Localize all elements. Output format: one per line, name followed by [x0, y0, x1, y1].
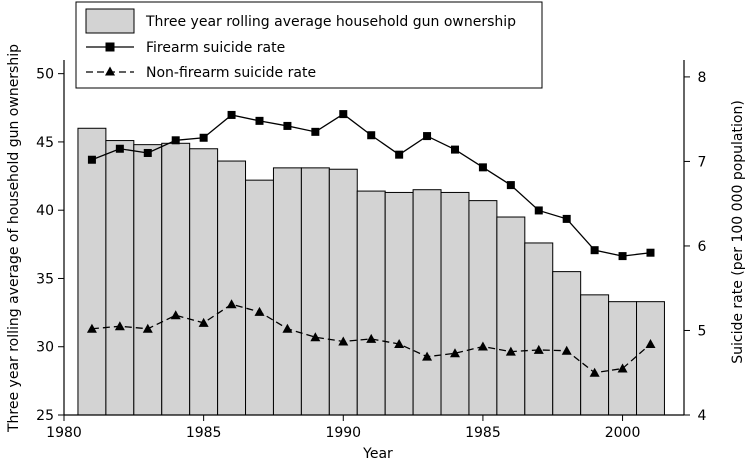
bar: [356, 190, 386, 416]
y-tick-label-left: 45: [36, 135, 54, 151]
bar: [468, 200, 498, 416]
firearm-point: [590, 246, 599, 255]
y-tick-label-left: 50: [36, 67, 54, 83]
nonfirearm-point: [645, 339, 656, 348]
firearm-point: [255, 116, 264, 125]
legend: Three year rolling average household gun…: [75, 1, 543, 89]
nonfirearm-point: [394, 339, 405, 348]
bar: [189, 148, 219, 416]
legend-bar-swatch: [85, 8, 135, 34]
firearm-point: [534, 206, 543, 215]
firearm-point: [367, 131, 376, 140]
firearm-point: [339, 110, 348, 119]
legend-box: [75, 1, 543, 89]
firearm-point: [506, 181, 515, 190]
bar: [384, 191, 414, 416]
bar: [636, 301, 665, 416]
x-tick-label: 1990: [325, 425, 361, 441]
nonfirearm-point: [254, 306, 265, 316]
nonfirearm-point: [86, 323, 97, 333]
firearm-point: [171, 136, 180, 145]
nonfirearm-point: [561, 345, 572, 355]
y-tick-label-left: 40: [36, 203, 54, 219]
x-tick-label: 1985: [465, 425, 501, 441]
axes-layer: [63, 60, 685, 416]
bar: [105, 140, 135, 416]
nonfirearm-point: [617, 363, 628, 373]
nonfirearm-point: [589, 367, 600, 377]
firearm-point: [115, 144, 124, 153]
y-tick-label-right: 6: [698, 239, 707, 255]
firearm-point: [423, 132, 432, 141]
bar: [412, 189, 442, 416]
nonfirearm-point: [142, 323, 153, 333]
nonfirearm-point: [477, 341, 488, 351]
nonfirearm-point: [114, 321, 125, 331]
legend-label-bars: Three year rolling average household gun…: [145, 14, 516, 30]
bars-layer: [77, 127, 665, 416]
x-axis-title: Year: [362, 446, 393, 462]
bar: [440, 191, 470, 416]
firearm-point: [562, 214, 571, 223]
nonfirearm-point: [282, 323, 293, 333]
nonfirearm-point: [198, 317, 209, 327]
nonfirearm-point: [533, 344, 544, 354]
bar: [328, 168, 358, 416]
y-tick-label-left: 25: [36, 408, 54, 424]
firearm-point: [618, 252, 627, 261]
y-tick-label-right: 4: [698, 408, 707, 424]
y-tick-label-right: 5: [698, 323, 707, 339]
nonfirearm-point: [310, 332, 321, 342]
bar: [608, 301, 638, 416]
y-tick-label-left: 35: [36, 271, 54, 287]
firearm-point: [450, 145, 459, 154]
bar: [580, 294, 610, 416]
bar: [524, 242, 554, 416]
firearm-point: [646, 248, 655, 257]
bar: [133, 144, 163, 416]
firearm-point: [143, 148, 152, 157]
y-axis-title-right: Suicide rate (per 100 000 population): [730, 100, 746, 364]
firearm-point: [227, 110, 236, 119]
bar: [161, 142, 191, 416]
bar: [245, 179, 274, 416]
x-tick-label: 1985: [186, 425, 222, 441]
legend-firearm-marker: [105, 42, 115, 52]
bar: [496, 216, 526, 416]
nonfirearm-point: [422, 351, 433, 361]
firearm-point: [199, 133, 208, 142]
bar: [77, 127, 107, 416]
nonfirearm-point: [449, 348, 460, 358]
nonfirearm-series-line: [91, 303, 651, 374]
firearm-point: [87, 155, 96, 164]
bar: [272, 167, 302, 416]
x-tick-label: 1980: [46, 425, 82, 441]
y-tick-label-left: 30: [36, 340, 54, 356]
nonfirearm-point: [338, 336, 349, 346]
nonfirearm-point: [170, 310, 181, 320]
bar: [300, 167, 330, 416]
firearm-point: [311, 127, 320, 136]
nonfirearm-point: [366, 333, 377, 343]
y-tick-label-right: 8: [698, 70, 707, 86]
firearm-point: [478, 163, 487, 172]
bar: [217, 160, 247, 416]
firearm-point: [283, 121, 292, 130]
y-tick-label-right: 7: [698, 154, 707, 170]
firearm-point: [395, 150, 404, 159]
lines-layer: [86, 110, 656, 377]
legend-label-nonfirearm: Non-firearm suicide rate: [146, 65, 316, 81]
legend-label-firearm: Firearm suicide rate: [146, 40, 285, 56]
legend-nonfirearm-marker: [105, 66, 115, 76]
nonfirearm-point: [505, 346, 516, 356]
x-tick-label: 2000: [605, 425, 641, 441]
y-axis-title-left: Three year rolling average of household …: [6, 44, 22, 433]
bar: [552, 271, 582, 416]
nonfirearm-point: [226, 299, 237, 309]
